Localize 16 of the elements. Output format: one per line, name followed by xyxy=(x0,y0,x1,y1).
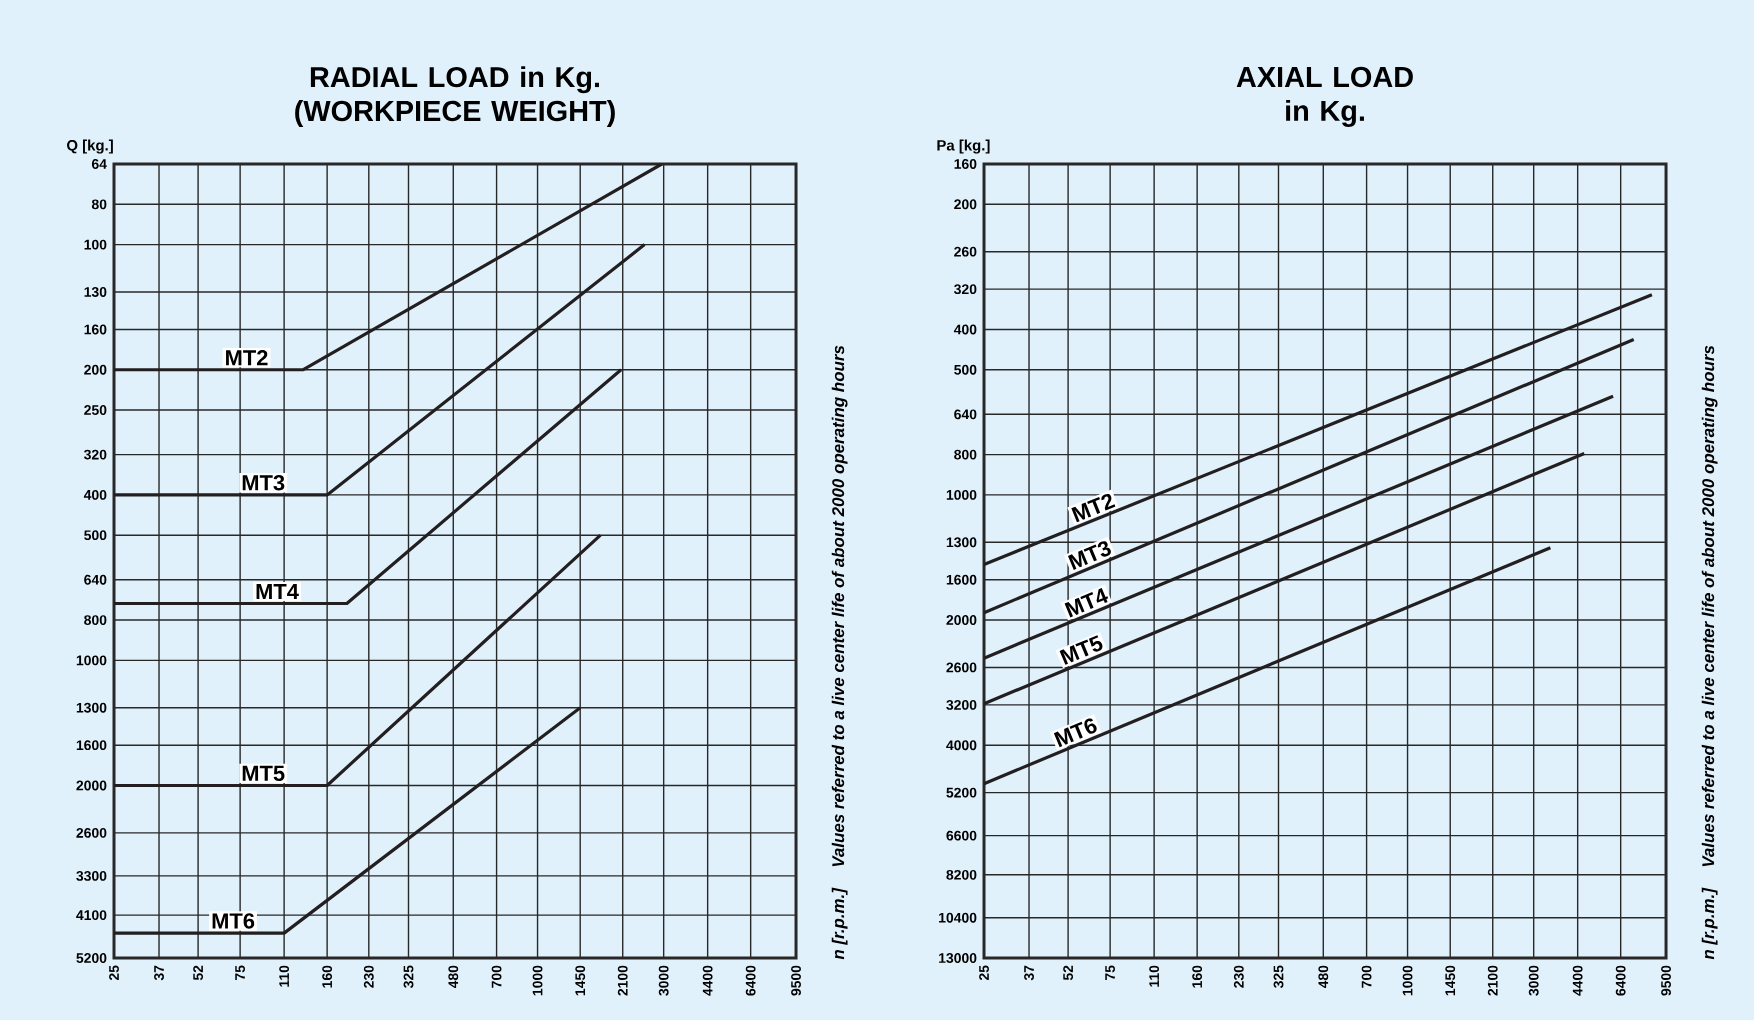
text: Values referred to a live center life of about 2000 operating hours xyxy=(1701,345,1718,867)
series-label: MT5 xyxy=(242,765,285,782)
series-label: MT3 xyxy=(242,474,285,491)
text: Values referred to a live center life of about 2000 operating hours xyxy=(831,345,848,867)
series-label: MT4 xyxy=(256,584,299,600)
series-label: MT2 xyxy=(226,350,268,366)
chart-title: AXIAL LOAD in Kg. xyxy=(1236,66,1413,127)
series-label: MT6 xyxy=(212,913,255,929)
text: MT2 xyxy=(1071,493,1116,523)
text: n [r.p.m.] xyxy=(831,887,848,960)
text: n [r.p.m.] xyxy=(1701,887,1718,960)
text: MT5 xyxy=(1059,635,1103,665)
text: MT4 xyxy=(1064,588,1109,618)
chart-title: RADIAL LOAD in Kg. (WORKPIECE WEIGHT) xyxy=(295,66,615,127)
text: MT3 xyxy=(1067,541,1111,570)
text: MT6 xyxy=(1053,718,1097,748)
